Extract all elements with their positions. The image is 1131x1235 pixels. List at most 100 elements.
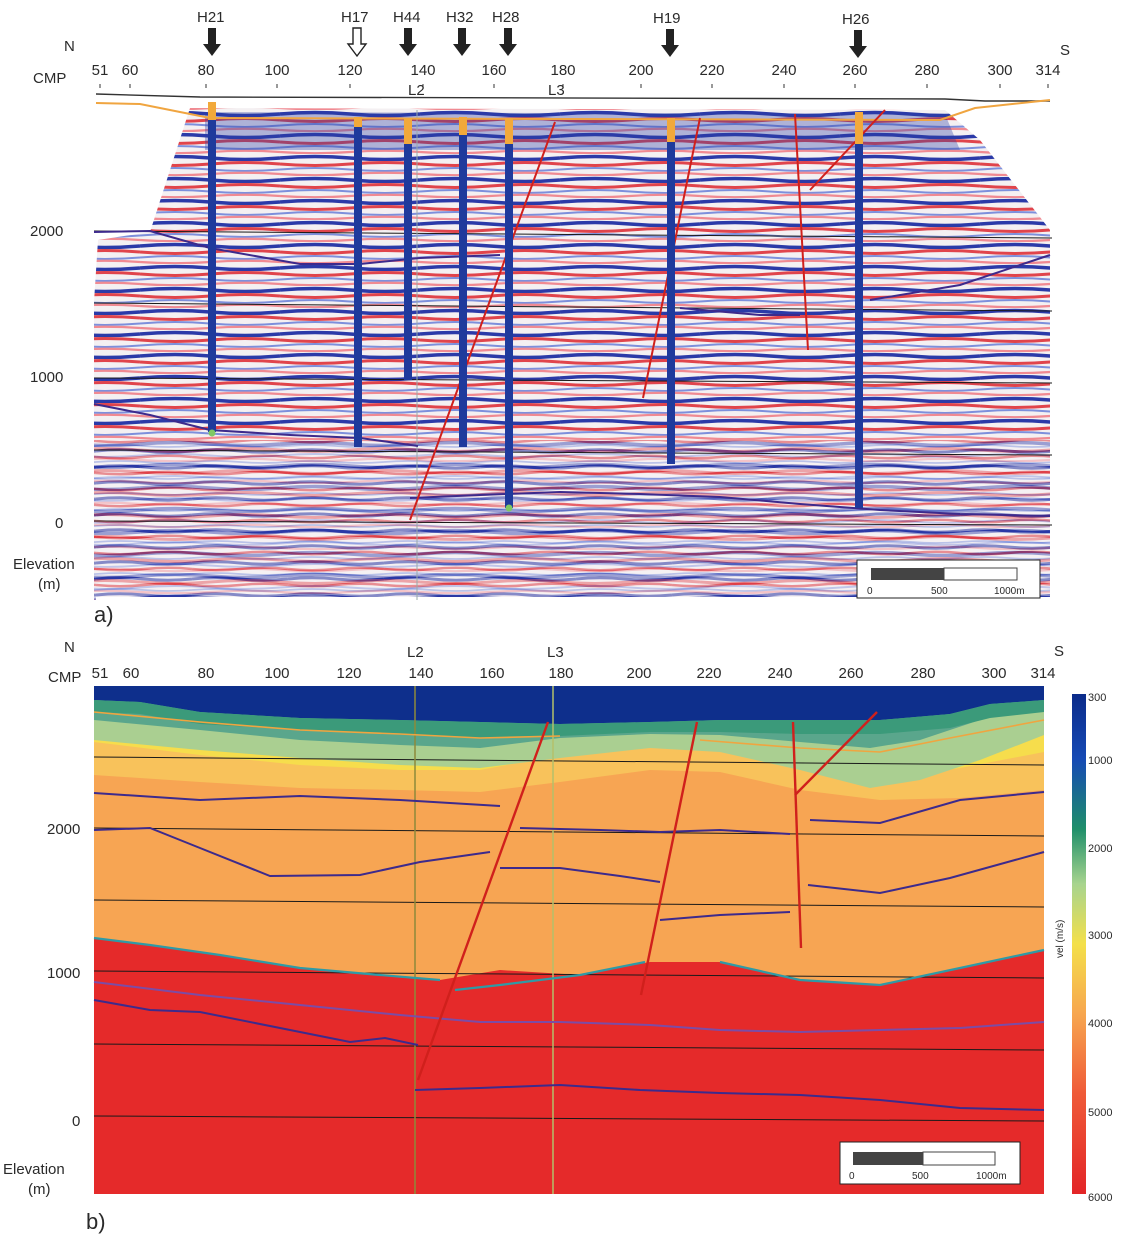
panel-b-faults bbox=[416, 711, 878, 1081]
arrow-down-open-icon bbox=[346, 27, 368, 58]
panel-a-cmp-axis: 51 60 80 100 120 140 160 180 200 220 240 260 280 300 3… bbox=[92, 62, 1061, 88]
scale-bar-tick-500: 500 bbox=[931, 586, 948, 597]
panel-b-cmp-tick-300: 300 bbox=[981, 665, 1006, 682]
panel-a-cmp-tick-140: 140 bbox=[410, 62, 435, 79]
borehole-label-h32: H32 bbox=[446, 9, 474, 26]
panel-b-north-label: N bbox=[64, 639, 75, 656]
colorbar-label: vel (m/s) bbox=[1055, 920, 1066, 958]
panel-b-purple-horizons bbox=[93, 981, 1045, 1034]
panel-a-elev-tick-1000: 1000 bbox=[30, 369, 63, 386]
panel-b-cmp-tick-140: 140 bbox=[408, 665, 433, 682]
panel-a-gridlines bbox=[93, 230, 1053, 526]
borehole-label-h19: H19 bbox=[653, 10, 681, 27]
panel-a-cmp-tick-100: 100 bbox=[264, 62, 289, 79]
panel-a-cmp-tick-300: 300 bbox=[987, 62, 1012, 79]
panel-a: N S CMP 51 60 80 100 120 140 160 180 200 220 240 26… bbox=[13, 9, 1070, 627]
panel-b-cmp-tick-100: 100 bbox=[264, 665, 289, 682]
colorbar-tick-3000: 3000 bbox=[1088, 930, 1112, 942]
shallow-noise-band bbox=[205, 112, 960, 150]
panel-a-cmp-tick-60: 60 bbox=[122, 62, 139, 79]
panel-a-south-label: S bbox=[1060, 42, 1070, 59]
arrow-down-icon bbox=[453, 28, 471, 56]
panel-b-elevation-unit: (m) bbox=[28, 1181, 51, 1198]
panel-b-line-tag-l3: L3 bbox=[547, 644, 564, 661]
arrow-down-icon bbox=[499, 28, 517, 56]
panel-b-south-label: S bbox=[1054, 643, 1064, 660]
panel-a-cmp-tick-120: 120 bbox=[337, 62, 362, 79]
colorbar-tick-1000: 1000 bbox=[1088, 755, 1112, 767]
borehole-label-h44: H44 bbox=[393, 9, 421, 26]
panel-a-cmp-tick-260: 260 bbox=[842, 62, 867, 79]
panel-b-cmp-tick-280: 280 bbox=[910, 665, 935, 682]
borehole-h44 bbox=[404, 118, 412, 380]
seismic-section-deep-texture bbox=[94, 440, 1050, 600]
panel-b-cmp-label: CMP bbox=[48, 669, 81, 686]
panel-a-cmp-label: CMP bbox=[33, 70, 66, 87]
scale-bar-tick-500: 500 bbox=[912, 1171, 929, 1182]
colorbar-tick-4000: 4000 bbox=[1088, 1018, 1112, 1030]
panel-b-cmp-axis: 51 60 80 100 120 140 160 180 200 220 240 260 280 300 3… bbox=[92, 665, 1056, 682]
borehole-label-h17: H17 bbox=[341, 9, 369, 26]
panel-a-cmp-tick-200: 200 bbox=[628, 62, 653, 79]
seismic-white-strip bbox=[96, 597, 1050, 601]
arrow-down-icon bbox=[661, 29, 679, 57]
panel-b-cmp-tick-260: 260 bbox=[838, 665, 863, 682]
colorbar-tick-6000: 6000 bbox=[1088, 1192, 1112, 1204]
panel-b-line-tag-l2: L2 bbox=[407, 644, 424, 661]
velocity-colorbar: 300 1000 2000 3000 4000 5000 6000 vel (m/s) bbox=[1055, 692, 1112, 1204]
panel-b-cmp-tick-60: 60 bbox=[123, 665, 140, 682]
panel-a-elevation-unit: (m) bbox=[38, 576, 61, 593]
panel-b-cmp-tick-160: 160 bbox=[479, 665, 504, 682]
panel-b-elev-tick-0: 0 bbox=[72, 1113, 80, 1130]
borehole-h17 bbox=[354, 117, 362, 447]
panel-a-cmp-tick-220: 220 bbox=[699, 62, 724, 79]
borehole-label-h26: H26 bbox=[842, 11, 870, 28]
colorbar-tick-5000: 5000 bbox=[1088, 1107, 1112, 1119]
velocity-layer-surface bbox=[94, 686, 1044, 724]
scale-bar-tick-0: 0 bbox=[867, 586, 873, 597]
borehole-h32 bbox=[459, 117, 467, 447]
panel-b-horizons bbox=[93, 791, 1045, 1111]
borehole-h26 bbox=[855, 112, 863, 508]
panel-a-cmp-tick-80: 80 bbox=[198, 62, 215, 79]
scale-bar-tick-1000m: 1000m bbox=[976, 1171, 1007, 1182]
borehole-h19 bbox=[667, 118, 675, 464]
panel-a-cmp-tick-160: 160 bbox=[481, 62, 506, 79]
arrow-down-icon bbox=[849, 30, 867, 58]
panel-a-line-tag-l2: L2 bbox=[408, 82, 425, 99]
panel-b-teal-horizons bbox=[93, 936, 1045, 992]
panel-a-elevation-label: Elevation bbox=[13, 556, 75, 573]
colorbar-tick-300: 300 bbox=[1088, 692, 1106, 704]
borehole-h28 bbox=[505, 118, 513, 512]
panel-a-cmp-tick-240: 240 bbox=[771, 62, 796, 79]
panel-b-gridlines bbox=[93, 756, 1045, 1122]
arrow-down-icon bbox=[399, 28, 417, 56]
panel-a-elev-tick-0: 0 bbox=[55, 515, 63, 532]
colorbar-tick-2000: 2000 bbox=[1088, 843, 1112, 855]
panel-a-elev-tick-2000: 2000 bbox=[30, 223, 63, 240]
borehole-label-h21: H21 bbox=[197, 9, 225, 26]
panel-b: N S CMP 51 60 80 100 120 140 160 180 200 220 240 26… bbox=[3, 639, 1112, 1234]
panel-a-cmp-tick-280: 280 bbox=[914, 62, 939, 79]
arrow-down-icon bbox=[203, 28, 221, 56]
panel-a-cmp-tick-180: 180 bbox=[550, 62, 575, 79]
panel-b-cmp-tick-80: 80 bbox=[198, 665, 215, 682]
panel-a-north-label: N bbox=[64, 38, 75, 55]
scale-bar-tick-1000m: 1000m bbox=[994, 586, 1025, 597]
panel-a-cmp-tick-51: 51 bbox=[92, 62, 109, 79]
panel-a-topo-black bbox=[95, 93, 1050, 102]
panel-a-line-tag-l3: L3 bbox=[548, 82, 565, 99]
velocity-layer-surface-green bbox=[94, 700, 1044, 738]
borehole-label-h28: H28 bbox=[492, 9, 520, 26]
panel-b-cmp-tick-180: 180 bbox=[548, 665, 573, 682]
panel-b-cmp-tick-51: 51 bbox=[92, 665, 109, 682]
borehole-h21 bbox=[208, 102, 216, 437]
panel-a-scale-bar: 0 500 1000m bbox=[856, 559, 1041, 599]
colorbar-ticks: 300 1000 2000 3000 4000 5000 6000 bbox=[1088, 692, 1112, 1204]
panel-b-cmp-tick-200: 200 bbox=[626, 665, 651, 682]
panel-b-cmp-tick-220: 220 bbox=[696, 665, 721, 682]
panel-b-elevation-label: Elevation bbox=[3, 1161, 65, 1178]
panel-b-cmp-tick-120: 120 bbox=[336, 665, 361, 682]
scale-bar-tick-0: 0 bbox=[849, 1171, 855, 1182]
